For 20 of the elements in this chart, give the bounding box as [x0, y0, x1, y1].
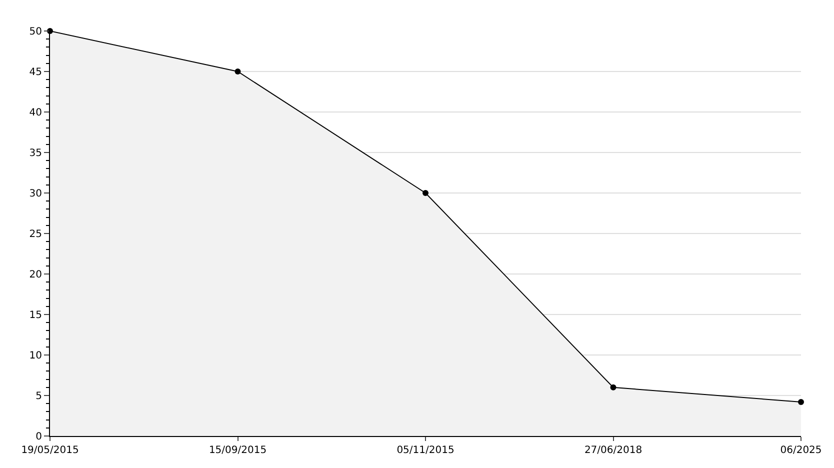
x-tick-label: 15/09/2015: [208, 445, 267, 456]
y-tick-label: 0: [36, 432, 42, 442]
y-tick-label: 45: [29, 67, 42, 78]
x-tick-label: 06/2025: [780, 445, 822, 456]
y-tick-label: 40: [29, 108, 42, 118]
y-tick-label: 10: [29, 350, 42, 362]
point: [610, 384, 616, 390]
x-tick-label: 19/05/2015: [21, 445, 79, 456]
y-tick-label: 30: [29, 188, 42, 200]
y-tick-label: 5: [36, 391, 42, 402]
y-tick-label: 50: [29, 26, 42, 38]
y-tick-label: 15: [29, 310, 42, 321]
y-tick-label: 35: [29, 148, 42, 159]
x-tick-label: 27/06/2018: [584, 445, 642, 456]
point: [422, 190, 428, 196]
y-tick-label: 20: [29, 270, 42, 280]
x-tick-label: 05/11/2015: [396, 445, 454, 456]
y-tick-label: 25: [29, 229, 42, 240]
point: [798, 398, 804, 405]
point: [234, 68, 241, 74]
